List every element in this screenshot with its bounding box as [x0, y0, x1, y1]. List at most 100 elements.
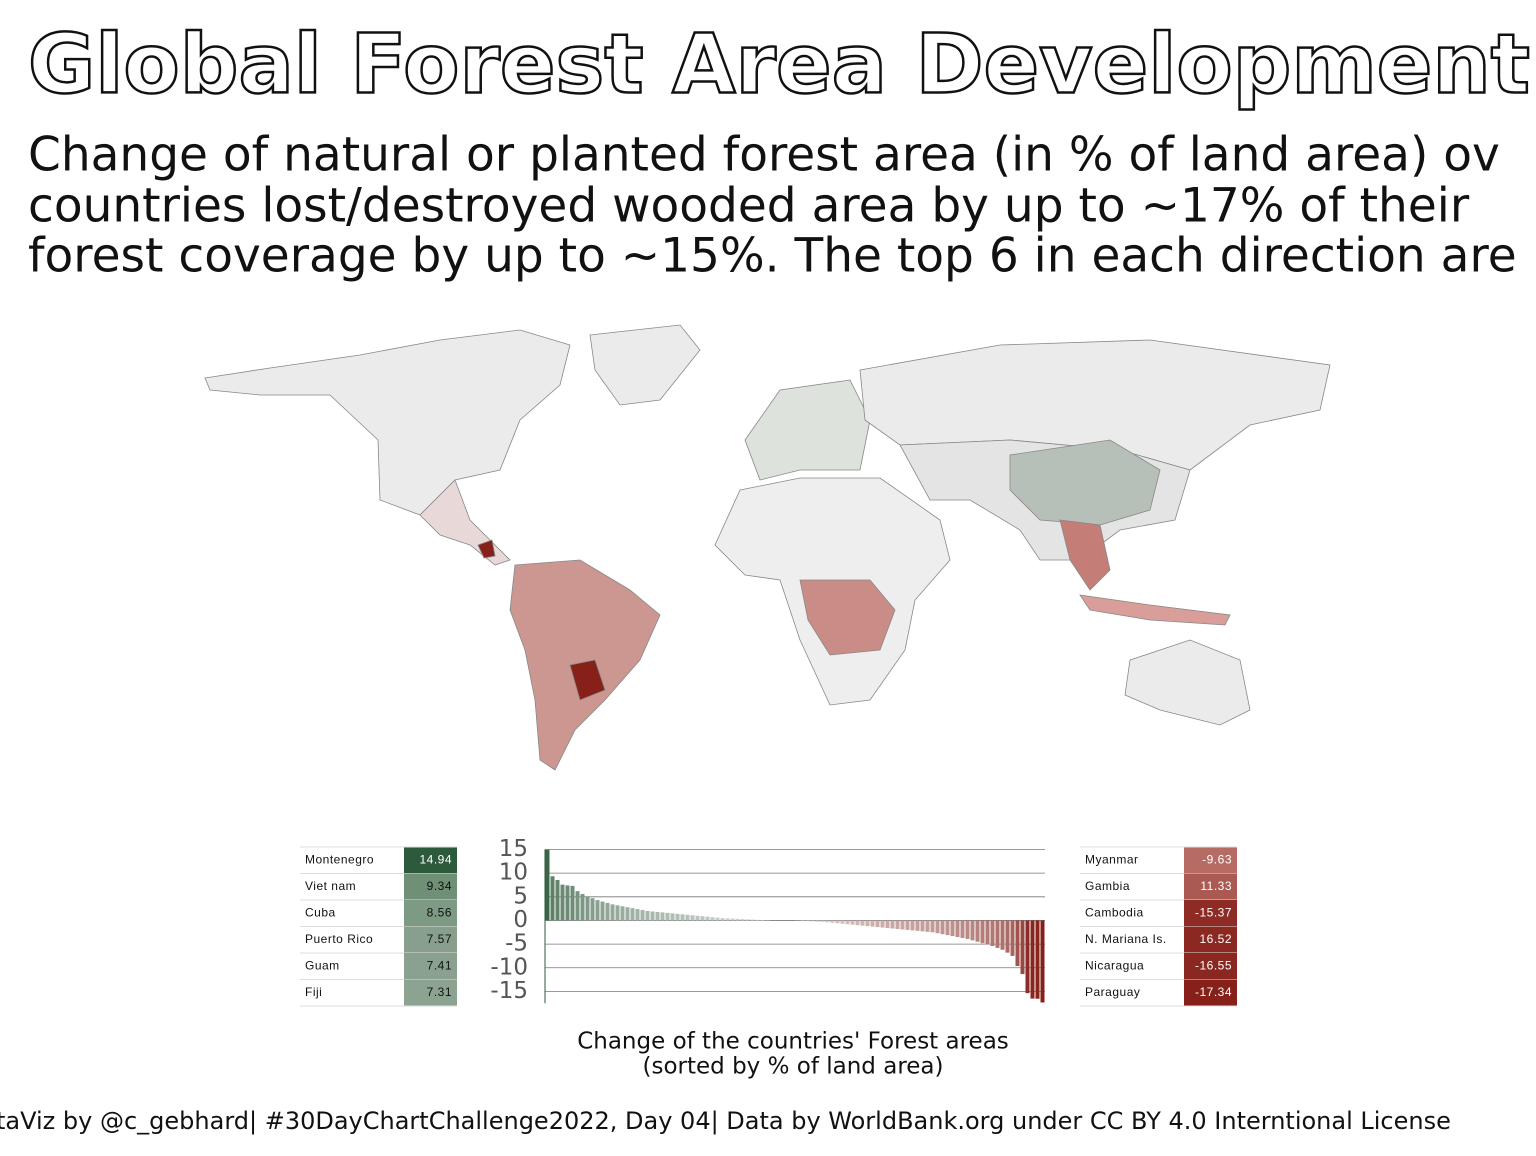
row-name: Cambodia	[1085, 905, 1144, 919]
bar	[956, 920, 960, 937]
bar	[626, 907, 630, 920]
row-name: Guam	[305, 958, 340, 972]
bar	[596, 900, 600, 920]
bar	[856, 920, 860, 925]
bar	[701, 916, 705, 920]
bar	[726, 918, 730, 920]
bar	[756, 920, 760, 921]
bar	[636, 909, 640, 920]
bar	[991, 920, 995, 946]
row-name: Cuba	[305, 905, 336, 919]
row-value: 16.52	[1199, 932, 1232, 946]
bar	[656, 912, 660, 921]
y-tick-label: 10	[499, 860, 528, 886]
bar	[921, 920, 925, 931]
bar	[696, 916, 700, 921]
bar	[941, 920, 945, 934]
bar	[676, 914, 680, 921]
australia	[1125, 640, 1250, 725]
bar	[986, 920, 990, 944]
row-name: Paraguay	[1085, 985, 1140, 999]
row-name: Montenegro	[305, 852, 374, 866]
bar	[1016, 920, 1020, 966]
bar	[901, 920, 905, 929]
row-value: 8.56	[427, 905, 452, 919]
bar	[731, 919, 735, 921]
bar	[931, 920, 935, 932]
greenland	[590, 325, 700, 405]
bar	[1026, 920, 1030, 993]
bar	[576, 891, 580, 920]
row-value: 7.41	[427, 958, 452, 972]
bar	[946, 920, 950, 935]
bar	[871, 920, 875, 926]
bar	[631, 908, 635, 920]
bar	[571, 886, 575, 921]
bar	[661, 912, 665, 920]
bar	[706, 917, 710, 921]
bar	[1006, 920, 1010, 952]
europe	[745, 380, 870, 480]
bar	[586, 896, 590, 920]
bar	[1041, 920, 1045, 1002]
bar	[961, 920, 965, 938]
bar	[951, 920, 955, 936]
bar	[646, 911, 650, 920]
row-value: 14.94	[419, 852, 452, 866]
y-tick-label: -15	[490, 978, 528, 1004]
bar	[1001, 920, 1005, 949]
bar	[591, 898, 595, 920]
bar	[886, 920, 890, 928]
y-tick-label: -10	[490, 954, 528, 980]
bar	[976, 920, 980, 941]
y-tick-label: 15	[499, 836, 528, 862]
row-name: N. Mariana Is.	[1085, 932, 1167, 946]
bar	[936, 920, 940, 933]
bar	[606, 903, 610, 921]
bar	[876, 920, 880, 927]
row-name: Myanmar	[1085, 852, 1139, 866]
bar	[1031, 920, 1035, 998]
bar	[686, 915, 690, 921]
bar	[1021, 920, 1025, 974]
bar	[681, 914, 685, 920]
bar	[611, 904, 615, 920]
bar	[716, 918, 720, 921]
bar	[866, 920, 870, 926]
bar	[751, 920, 755, 921]
bar	[906, 920, 910, 929]
north-america	[205, 330, 570, 515]
bar	[911, 920, 915, 930]
bar	[881, 920, 885, 927]
bar	[1011, 920, 1015, 955]
bar	[581, 894, 585, 920]
y-tick-label: 5	[513, 883, 528, 909]
y-tick-label: 0	[513, 907, 528, 933]
bar	[641, 910, 645, 920]
row-value: 7.31	[427, 985, 452, 999]
bar	[566, 885, 570, 920]
bar	[666, 913, 670, 921]
bar	[711, 917, 715, 920]
bar	[601, 902, 605, 921]
row-name: Nicaragua	[1085, 958, 1144, 972]
bar	[551, 876, 555, 920]
bar	[616, 905, 620, 920]
subtitle-line: countries lost/destroyed wooded area by …	[28, 179, 1470, 234]
bar	[651, 911, 655, 920]
row-value: -16.55	[1195, 958, 1232, 972]
subtitle-line: Change of natural or planted forest area…	[28, 128, 1500, 183]
row-value: -15.37	[1195, 905, 1232, 919]
row-value: 11.33	[1200, 879, 1232, 893]
footer: taViz by @c_gebhard| #30DayChartChalleng…	[0, 1107, 1451, 1135]
world-map	[205, 325, 1330, 770]
x-axis-label: (sorted by % of land area)	[643, 1054, 944, 1080]
bar	[741, 919, 745, 920]
row-name: Fiji	[305, 985, 322, 999]
bar	[561, 885, 565, 921]
row-value: -17.34	[1195, 985, 1232, 999]
bar	[836, 920, 840, 923]
